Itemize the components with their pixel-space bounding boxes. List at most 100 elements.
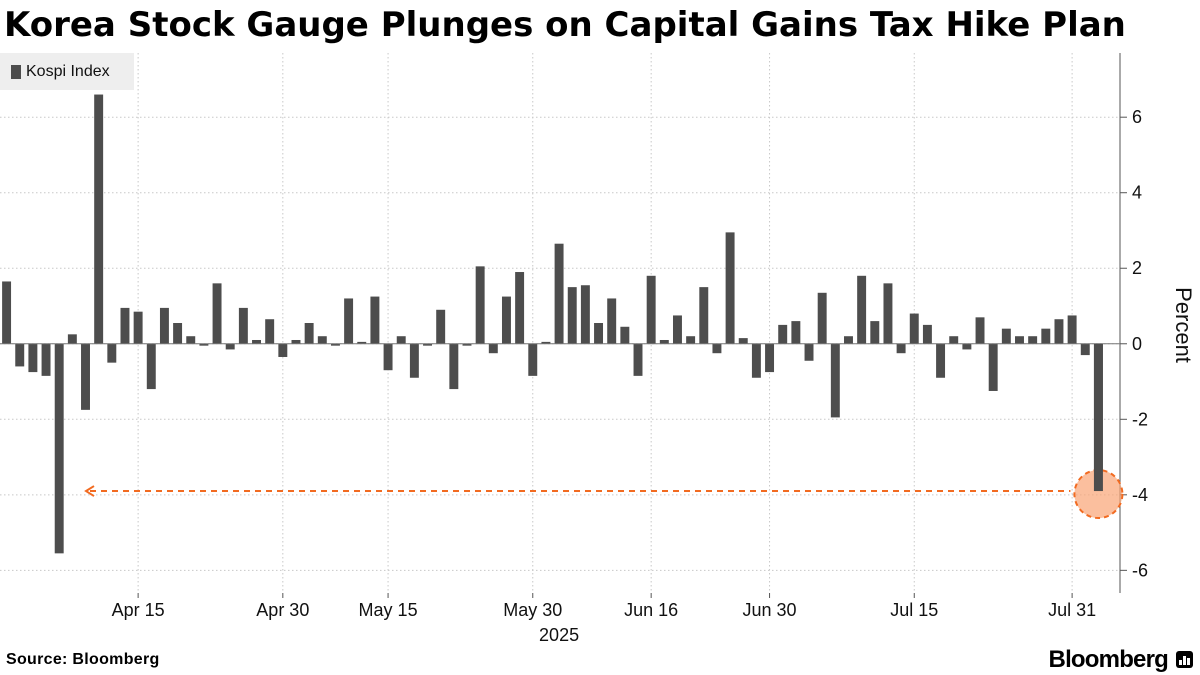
bar bbox=[738, 338, 748, 344]
bar bbox=[238, 307, 248, 344]
axes: 6 4 2 0 -2 -4 -6 Apr 15 Apr 30 May 15 May 30 Jun 16… bbox=[0, 53, 1196, 645]
y-tick-label: -6 bbox=[1132, 560, 1148, 580]
x-year-label: 2025 bbox=[539, 625, 579, 645]
bar bbox=[791, 321, 801, 344]
x-tick-label: Jul 15 bbox=[890, 600, 938, 620]
bar bbox=[857, 275, 867, 344]
bar bbox=[2, 281, 12, 344]
legend-swatch bbox=[11, 64, 21, 79]
annotation-layer bbox=[84, 343, 1124, 520]
bar bbox=[528, 343, 538, 376]
bar bbox=[54, 343, 64, 554]
bar bbox=[686, 336, 696, 344]
bar bbox=[383, 343, 393, 371]
x-tick-label: Jun 16 bbox=[624, 600, 678, 620]
bar bbox=[1028, 336, 1038, 344]
x-tick-label: Apr 30 bbox=[256, 600, 309, 620]
bar bbox=[1054, 319, 1064, 344]
legend-label: Kospi Index bbox=[26, 62, 110, 80]
bar bbox=[949, 336, 959, 344]
bar bbox=[804, 343, 814, 361]
bar bbox=[330, 343, 340, 346]
bar bbox=[436, 309, 446, 344]
x-tick-label: Jul 31 bbox=[1048, 600, 1096, 620]
source-note: Source: Bloomberg bbox=[6, 651, 160, 668]
bar bbox=[67, 334, 77, 344]
bar bbox=[751, 343, 761, 378]
bar bbox=[1067, 315, 1077, 344]
y-tick-label: 6 bbox=[1132, 107, 1142, 127]
bar bbox=[870, 321, 880, 344]
bar bbox=[541, 341, 551, 344]
bar bbox=[304, 323, 314, 344]
bar bbox=[186, 336, 196, 344]
bar bbox=[501, 296, 511, 344]
bar bbox=[607, 298, 617, 344]
bar bbox=[633, 343, 643, 376]
reference-arrowhead bbox=[84, 485, 95, 497]
x-tick-label: Jun 30 bbox=[743, 600, 797, 620]
bar bbox=[988, 343, 998, 391]
bar bbox=[554, 243, 564, 344]
bar bbox=[1093, 343, 1103, 492]
bar bbox=[252, 339, 261, 344]
bar bbox=[725, 232, 735, 344]
bloomberg-logo-icon bbox=[1176, 651, 1193, 668]
bar bbox=[344, 298, 354, 344]
bar bbox=[199, 343, 209, 346]
bar bbox=[936, 343, 946, 378]
y-tick-label: -4 bbox=[1132, 485, 1148, 505]
bar bbox=[975, 317, 985, 344]
bloomberg-logo: Bloomberg bbox=[1048, 646, 1169, 673]
bar bbox=[699, 287, 709, 344]
chart-title: Korea Stock Gauge Plunges on Capital Gai… bbox=[4, 5, 1126, 45]
bar bbox=[1080, 343, 1090, 356]
bar bbox=[370, 296, 380, 344]
bar bbox=[120, 307, 130, 344]
bar bbox=[620, 326, 630, 344]
bar bbox=[778, 324, 788, 344]
bar bbox=[265, 319, 275, 344]
x-tick-label: May 15 bbox=[359, 600, 418, 620]
bar bbox=[844, 336, 853, 344]
bar bbox=[146, 343, 156, 390]
bar bbox=[357, 341, 367, 344]
bar bbox=[28, 343, 38, 373]
bar bbox=[1001, 328, 1011, 344]
bar bbox=[765, 343, 775, 373]
bar bbox=[396, 336, 406, 344]
bar bbox=[173, 323, 183, 344]
bar bbox=[488, 343, 498, 354]
bar bbox=[659, 339, 669, 344]
bar bbox=[1015, 336, 1024, 344]
y-tick-label: -2 bbox=[1132, 409, 1148, 429]
bar bbox=[409, 343, 419, 378]
bar bbox=[922, 324, 932, 344]
bar bbox=[225, 343, 235, 350]
legend: Kospi Index bbox=[0, 53, 134, 90]
bar bbox=[41, 343, 51, 376]
bar bbox=[896, 343, 906, 354]
bar bbox=[317, 336, 327, 344]
bar bbox=[278, 343, 288, 357]
y-tick-label: 2 bbox=[1132, 258, 1142, 278]
bar bbox=[133, 311, 143, 344]
bar bbox=[830, 343, 840, 418]
bar bbox=[883, 283, 893, 344]
bar bbox=[672, 315, 682, 344]
bar bbox=[567, 287, 577, 344]
bar bbox=[107, 343, 117, 363]
bar bbox=[423, 343, 433, 346]
bar bbox=[15, 343, 25, 367]
bar bbox=[817, 292, 827, 344]
y-tick-label: 4 bbox=[1132, 183, 1142, 203]
bar bbox=[712, 343, 722, 354]
bar bbox=[594, 323, 604, 344]
bar bbox=[475, 266, 485, 344]
bar bbox=[462, 343, 472, 346]
bar bbox=[212, 283, 222, 344]
bar bbox=[580, 285, 590, 344]
y-axis-title: Percent bbox=[1171, 287, 1196, 363]
bar bbox=[515, 272, 525, 344]
